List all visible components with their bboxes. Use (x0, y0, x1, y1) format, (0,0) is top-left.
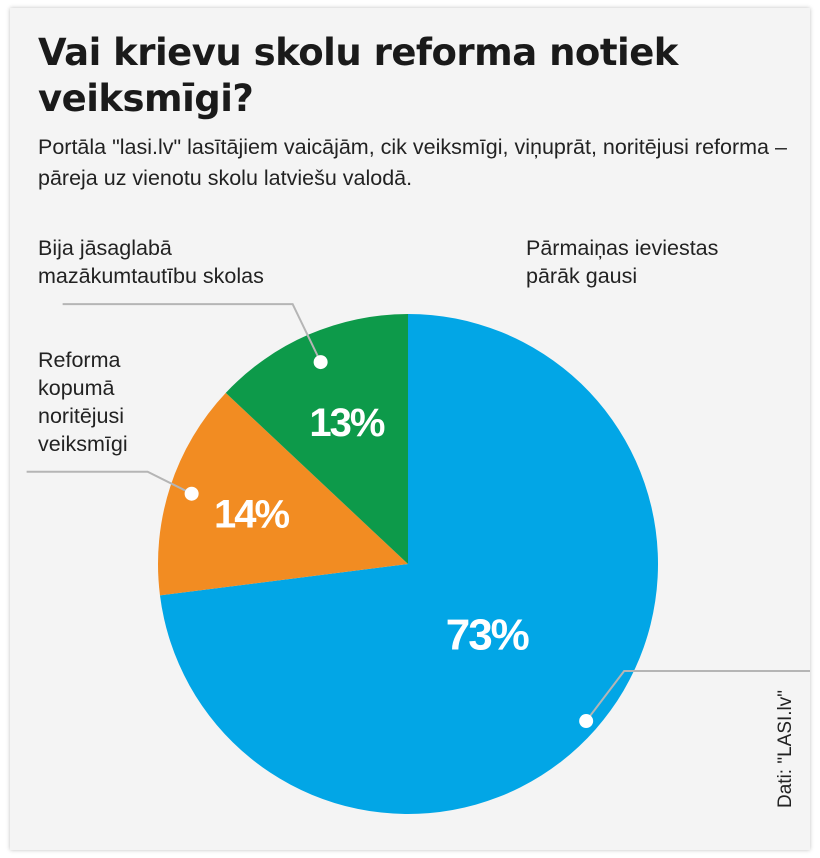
legend-label-successful: Reforma kopumā noritējusi veiksmīgi (38, 346, 128, 458)
slice-successful-percent: 14% (214, 492, 289, 536)
pie-chart: 73% 14% 13% (26, 303, 810, 815)
legend-label-slow-changes: Pārmaiņas ieviestas pārāk gausi (526, 234, 718, 290)
data-source: Dati: "LASI.lv" (775, 689, 796, 808)
slice-slow-changes (159, 314, 659, 815)
slice-slow-changes-leader-line (585, 670, 810, 722)
slice-successful-leader-line (26, 470, 193, 495)
legend-label-line: Bija jāsaglabā (38, 236, 172, 260)
percent-labels: 73% 14% 13% (214, 401, 531, 659)
slice-successful-leader-dot (184, 486, 199, 501)
chart-subtitle: Portāla "lasi.lv" lasītājiem vaicājām, c… (38, 135, 787, 190)
slice-slow-changes-leader-dot (579, 714, 594, 729)
leader-lines (26, 303, 810, 729)
chart-card: Vai krievu skolu reforma notiek veiksmīg… (10, 8, 810, 850)
legend-label-line: Pārmaiņas ieviestas (526, 236, 719, 260)
slice-keep-minority-schools-percent: 13% (309, 401, 384, 445)
legend-label-line: noritējusi (38, 404, 125, 428)
slice-keep-minority-schools (225, 314, 408, 564)
legend-label-line: kopumā (38, 376, 115, 400)
chart-title: Vai krievu skolu reforma notiek veiksmīg… (38, 31, 678, 120)
pie-slices (158, 314, 659, 815)
slice-successful (158, 392, 408, 596)
slice-keep-minority-schools-leader-line (62, 303, 322, 363)
legend-label-line: mazākumtautību skolas (38, 264, 264, 288)
legend-label-line: veiksmīgi (38, 432, 128, 456)
legend-label-line: Reforma (38, 348, 121, 372)
legend-label-keep-minority-schools: Bija jāsaglabā mazākumtautību skolas (38, 234, 264, 290)
slice-slow-changes-percent: 73% (446, 610, 529, 659)
slice-keep-minority-schools-leader-dot (313, 355, 328, 370)
legend-label-line: pārāk gausi (526, 264, 638, 288)
